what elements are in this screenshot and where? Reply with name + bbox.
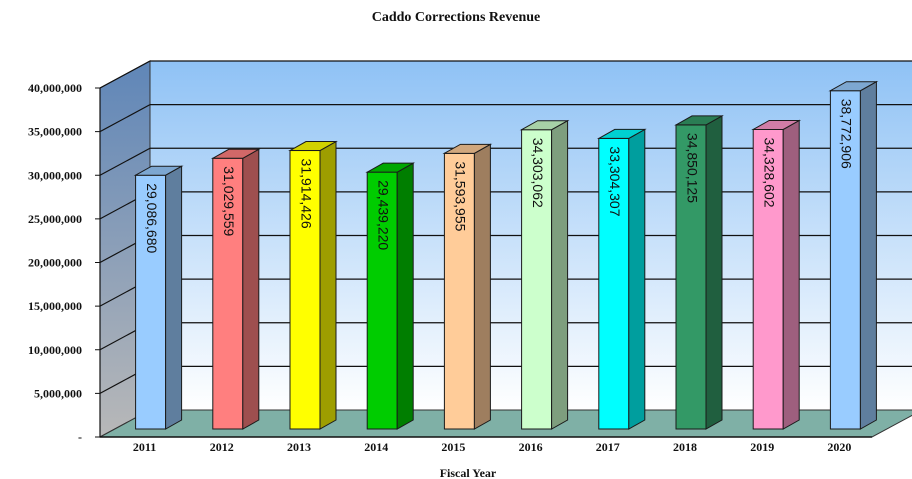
bar-top [365, 162, 416, 173]
x-tick-label: 2018 [673, 440, 697, 454]
bar-value-label: 31,914,426 [298, 159, 314, 229]
gridline-diagonal [99, 147, 151, 176]
bar-2020: 38,772,906 [828, 80, 879, 430]
x-tick-label: 2017 [596, 440, 620, 454]
bar-front [443, 152, 475, 430]
bars: 29,086,680 31,029,559 31,914,426 29,439,220… [133, 80, 879, 430]
bar-front [598, 137, 630, 430]
bar-2018: 34,850,125 [674, 115, 724, 430]
bar-front [366, 171, 398, 430]
x-tick-label: 2014 [364, 440, 388, 454]
chart-title: Caddo Corrections Revenue [371, 10, 541, 25]
y-tick-label: 25,000,000 [28, 212, 82, 226]
bar-2014: 29,439,220 [365, 162, 416, 430]
x-axis-ticks: 2011 2012 2013 2014 2015 2016 2017 2018 2019 2020 [133, 440, 851, 454]
bar-front [289, 150, 321, 430]
y-tick-label: 35,000,000 [28, 125, 82, 139]
bar-value-label: 29,086,680 [144, 183, 160, 253]
x-tick-label: 2016 [519, 440, 543, 454]
x-tick-label: 2013 [287, 440, 311, 454]
bar-top [288, 141, 338, 152]
bar-front [675, 124, 707, 430]
bar-side [242, 148, 260, 430]
bar-top [596, 128, 647, 139]
bar-2013: 31,914,426 [288, 140, 338, 430]
bar-front [521, 129, 553, 430]
bar-value-label: 34,328,602 [761, 137, 777, 207]
bar-side [705, 115, 723, 430]
y-tick-label: 15,000,000 [28, 299, 82, 313]
bar-side [396, 162, 414, 430]
bar-top [133, 165, 184, 176]
bar-value-label: 29,439,220 [375, 180, 391, 250]
bar-side [551, 119, 569, 430]
bar-value-label: 34,850,125 [684, 133, 700, 203]
bar-side [859, 80, 877, 430]
y-tick-label: 20,000,000 [28, 256, 82, 270]
x-tick-label: 2015 [441, 440, 465, 454]
bar-top [674, 115, 724, 126]
x-tick-label: 2020 [827, 440, 851, 454]
bar-side [628, 128, 646, 430]
bar-value-label: 38,772,906 [839, 99, 855, 169]
bar-2016: 34,303,062 [519, 119, 570, 430]
bar-2012: 31,029,559 [210, 148, 261, 430]
y-axis-ticks: - 5,000,000 10,000,000 15,000,000 20,000,000… [28, 81, 100, 444]
x-tick-label: 2011 [133, 440, 156, 454]
bar-side [165, 165, 183, 430]
gridline-diagonal [99, 60, 151, 89]
bar-2015: 31,593,955 [442, 143, 493, 430]
x-tick-label: 2019 [750, 440, 774, 454]
bar-top [442, 143, 493, 154]
bar-2017: 33,304,307 [596, 128, 647, 430]
bar-top [828, 81, 879, 92]
bar-front [135, 174, 167, 430]
y-tick-label: 30,000,000 [28, 168, 82, 182]
x-tick-label: 2012 [210, 440, 234, 454]
y-tick-label: 5,000,000 [34, 386, 82, 400]
bar-side [473, 143, 491, 430]
x-axis-title: Fiscal Year [440, 466, 497, 479]
bar-top [519, 120, 570, 131]
gridline-diagonal [99, 104, 151, 133]
bar-value-label: 34,303,062 [530, 138, 546, 208]
bar-side [782, 119, 800, 430]
bar-front [752, 128, 784, 430]
bar-top [210, 148, 261, 159]
bar-value-label: 31,029,559 [221, 166, 237, 236]
bar-top [751, 119, 802, 130]
bar-front [212, 157, 244, 430]
bar-value-label: 31,593,955 [453, 161, 469, 231]
bar-2011: 29,086,680 [133, 165, 184, 430]
y-tick-label: 10,000,000 [28, 343, 82, 357]
bar-side [319, 140, 337, 430]
bar-2019: 34,328,602 [751, 119, 802, 430]
y-tick-label: 40,000,000 [28, 81, 82, 95]
y-tick-label: - [78, 430, 82, 444]
bar-value-label: 33,304,307 [607, 146, 623, 216]
bar-front [829, 90, 861, 430]
